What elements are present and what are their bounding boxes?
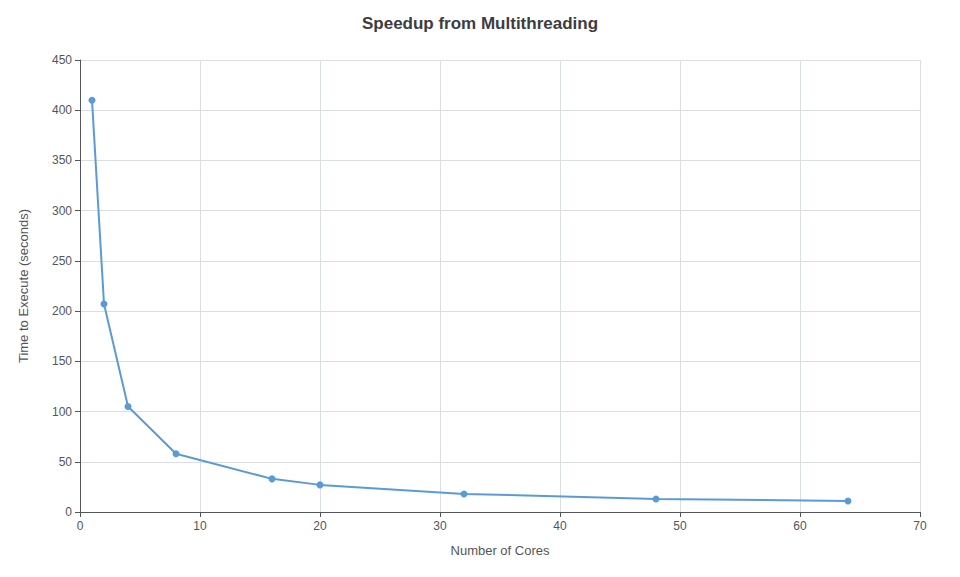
svg-text:450: 450 — [52, 53, 72, 67]
svg-text:Number of Cores: Number of Cores — [451, 543, 550, 558]
svg-text:250: 250 — [52, 254, 72, 268]
svg-text:50: 50 — [673, 519, 687, 533]
svg-text:20: 20 — [313, 519, 327, 533]
svg-text:40: 40 — [553, 519, 567, 533]
svg-text:100: 100 — [52, 405, 72, 419]
svg-text:0: 0 — [65, 505, 72, 519]
svg-text:Time to Execute (seconds): Time to Execute (seconds) — [16, 209, 31, 363]
svg-text:200: 200 — [52, 304, 72, 318]
svg-text:60: 60 — [793, 519, 807, 533]
svg-text:10: 10 — [193, 519, 207, 533]
svg-text:0: 0 — [77, 519, 84, 533]
svg-text:70: 70 — [913, 519, 927, 533]
svg-text:Speedup from Multithreading: Speedup from Multithreading — [362, 14, 598, 33]
svg-text:350: 350 — [52, 153, 72, 167]
svg-text:150: 150 — [52, 354, 72, 368]
svg-text:400: 400 — [52, 103, 72, 117]
svg-text:30: 30 — [433, 519, 447, 533]
svg-text:50: 50 — [59, 455, 73, 469]
svg-text:300: 300 — [52, 204, 72, 218]
